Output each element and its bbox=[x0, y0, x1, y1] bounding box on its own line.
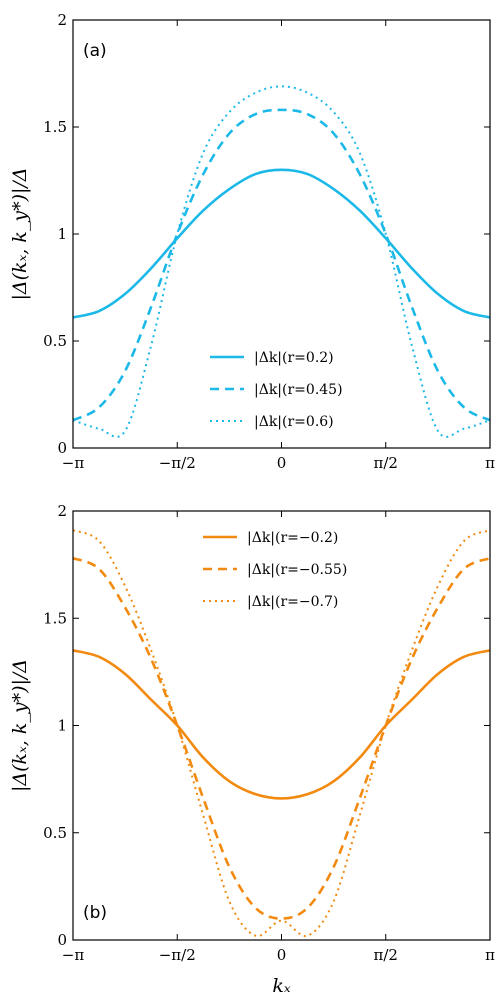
y-tick-label: 1.5 bbox=[43, 118, 67, 136]
x-tick-label: π bbox=[485, 946, 495, 964]
x-tick-label: π/2 bbox=[374, 946, 398, 964]
legend-entry: |Δk|(r=−0.7) bbox=[247, 594, 338, 610]
x-tick-label: π/2 bbox=[374, 454, 398, 472]
series-line-dotted bbox=[73, 85, 490, 438]
y-tick-label: 1 bbox=[57, 717, 67, 735]
x-tick-label: 0 bbox=[277, 946, 287, 964]
panel-label: (a) bbox=[83, 41, 107, 61]
y-axis-label: |Δ(kₓ, k_y*)|/Δ bbox=[9, 167, 31, 300]
series-line-dashed bbox=[73, 556, 490, 920]
legend-entry: |Δk|(r=−0.55) bbox=[247, 562, 347, 578]
series-line-solid bbox=[73, 649, 490, 800]
x-tick-label: −π bbox=[62, 946, 85, 964]
panel-b: −π −π/2 0 π/2 π 0 0.5 1 1.5 2 |Δ(kₓ, k_y*)|/Δ kₓ (b)… bbox=[9, 502, 495, 997]
x-axis-label: kₓ bbox=[272, 975, 291, 997]
y-axis-label: |Δ(kₓ, k_y*)|/Δ bbox=[9, 659, 31, 792]
y-tick-label: 2 bbox=[57, 502, 67, 520]
x-tick-label: π bbox=[485, 454, 495, 472]
y-tick-label: 1.5 bbox=[43, 609, 67, 627]
legend-entry: |Δk|(r=−0.2) bbox=[247, 530, 338, 546]
panel-a: −π −π/2 0 π/2 π 0 0.5 1 1.5 2 |Δ(kₓ, k_y*)|/Δ (a) |Δ… bbox=[9, 11, 495, 472]
y-tick-label: 0 bbox=[57, 439, 67, 457]
series-line-dotted bbox=[73, 529, 490, 937]
x-tick-label: 0 bbox=[277, 454, 287, 472]
series-line-solid bbox=[73, 168, 490, 319]
legend-entry: |Δk|(r=0.45) bbox=[254, 382, 343, 398]
y-tick-label: 0.5 bbox=[43, 332, 67, 350]
legend-entry: |Δk|(r=0.2) bbox=[254, 350, 334, 366]
y-tick-label: 0.5 bbox=[43, 824, 67, 842]
panel-label: (b) bbox=[83, 903, 107, 923]
x-tick-label: −π bbox=[62, 454, 85, 472]
y-tick-label: 1 bbox=[57, 225, 67, 243]
y-tick-label: 0 bbox=[57, 931, 67, 949]
x-tick-label: −π/2 bbox=[159, 946, 196, 964]
series-line-dashed bbox=[73, 108, 490, 422]
legend-entry: |Δk|(r=0.6) bbox=[254, 414, 334, 430]
x-tick-label: −π/2 bbox=[159, 454, 196, 472]
y-tick-label: 2 bbox=[57, 11, 67, 29]
